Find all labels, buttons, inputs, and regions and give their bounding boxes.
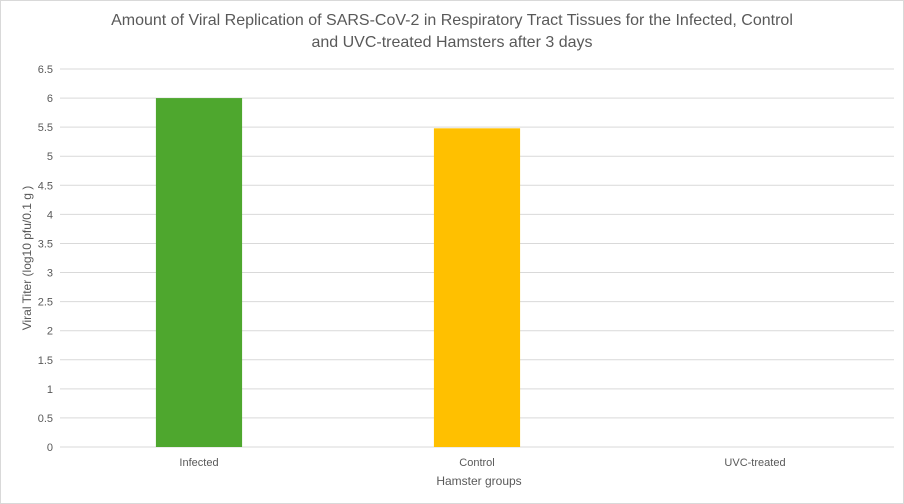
y-tick-label: 4 xyxy=(47,209,53,221)
y-tick-label: 5.5 xyxy=(38,122,53,134)
bar-control xyxy=(433,128,521,447)
y-tick-label: 0 xyxy=(47,442,53,454)
y-tick-labels: 0 0.5 1 1.5 2 2.5 3 3.5 4 4.5 5 5.5 6 6.5 xyxy=(38,64,53,454)
chart-title: Amount of Viral Replication of SARS-CoV-… xyxy=(0,10,904,54)
y-axis-label: Viral Titer (log10 pfu/0.1 g ) xyxy=(20,186,34,331)
y-tick-label: 4.5 xyxy=(38,180,53,192)
y-tick-label: 6.5 xyxy=(38,64,53,76)
bar-infected xyxy=(155,98,243,448)
y-tick-label: 3.5 xyxy=(38,238,53,250)
x-tick-label: UVC-treated xyxy=(724,457,785,469)
y-tick-label: 3 xyxy=(47,268,53,280)
chart-title-line-2: and UVC-treated Hamsters after 3 days xyxy=(311,34,593,51)
x-axis-label: Hamster groups xyxy=(436,474,521,488)
chart-title-line-1: Amount of Viral Replication of SARS-CoV-… xyxy=(111,12,793,29)
bars xyxy=(155,98,521,448)
x-tick-labels: Infected Control UVC-treated xyxy=(179,457,785,469)
y-tick-label: 5 xyxy=(47,151,53,163)
x-tick-label: Control xyxy=(459,457,494,469)
y-tick-label: 1 xyxy=(47,384,53,396)
y-tick-label: 2.5 xyxy=(38,297,53,309)
y-tick-label: 2 xyxy=(47,326,53,338)
x-tick-label: Infected xyxy=(179,457,218,469)
y-tick-label: 1.5 xyxy=(38,355,53,367)
y-tick-label: 6 xyxy=(47,93,53,105)
y-tick-label: 0.5 xyxy=(38,413,53,425)
